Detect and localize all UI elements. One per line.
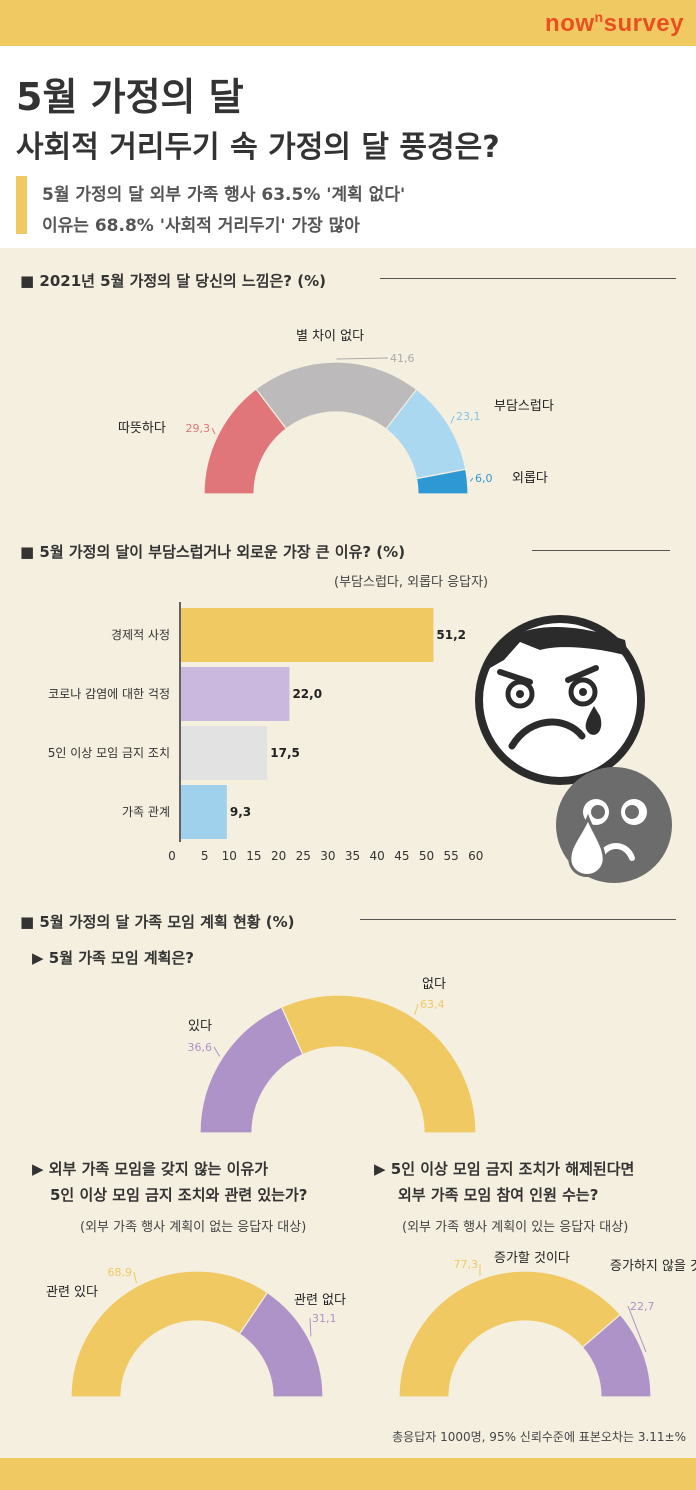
subsection-title-relation-2: 5인 이상 모임 금지 조치와 관련 있는가?: [50, 1186, 308, 1204]
subsection-title-increase-1: ▶ 5인 이상 모임 금지 조치가 해제된다면: [374, 1160, 635, 1178]
feeling-chart-leader-line: [211, 427, 216, 435]
increase-chart-slice: [581, 1313, 652, 1398]
reason-chart-tick-label: 25: [296, 849, 311, 863]
increase-chart-slice: [398, 1270, 622, 1398]
crying-face-icon: [556, 767, 672, 883]
brand-logo: nownsurvey: [545, 9, 684, 37]
relation-chart-leader-line: [133, 1271, 137, 1284]
relation-chart-value-label: 68,9: [108, 1266, 133, 1279]
respondent-note: (부담스럽다, 외롭다 응답자): [334, 575, 489, 590]
feeling-chart-leader-line: [470, 477, 474, 482]
reason-chart-tick-label: 30: [320, 849, 335, 863]
page-subtitle: 사회적 거리두기 속 가정의 달 풍경은?: [16, 130, 500, 165]
feeling-chart-value-label: 6,0: [475, 472, 493, 485]
top-banner: nownsurvey: [0, 0, 696, 46]
reason-chart-tick-label: 35: [345, 849, 360, 863]
reason-chart-tick-label: 10: [222, 849, 237, 863]
plan-chart-category-label: 있다: [188, 1019, 212, 1034]
relation-chart-value-label: 31,1: [312, 1312, 337, 1325]
section-divider: [380, 278, 676, 279]
reason-chart-category-label: 경제적 사정: [111, 628, 170, 642]
subsection-title-increase-2: 외부 가족 모임 참여 인원 수는?: [398, 1186, 599, 1204]
feeling-chart-slice: [255, 361, 418, 430]
relation-chart-slice: [238, 1291, 324, 1398]
increase-chart-value-label: 77,3: [454, 1258, 479, 1271]
relation-chart-leader-line: [309, 1317, 312, 1337]
reason-chart-tick-label: 15: [246, 849, 261, 863]
section-title-reason: ■ 5월 가정의 달이 부담스럽거나 외로운 가장 큰 이유? (%): [20, 543, 406, 561]
summary-line-2: 이유는 68.8% '사회적 거리두기' 가장 많아: [42, 216, 360, 236]
respondent-note: (외부 가족 행사 계획이 없는 응답자 대상): [80, 1220, 307, 1235]
feeling-chart-value-label: 29,3: [186, 422, 211, 435]
reason-chart-category-label: 5인 이상 모임 금지 조치: [48, 746, 170, 760]
increase-chart-category-label: 증가할 것이다: [494, 1251, 570, 1266]
reason-chart-bar: [181, 608, 434, 662]
reason-chart-tick-label: 45: [394, 849, 409, 863]
bottom-banner: [0, 1458, 696, 1490]
section-title-feeling: ■ 2021년 5월 가정의 달 당신의 느낌은? (%): [20, 272, 326, 290]
reason-chart-tick-label: 0: [168, 849, 176, 863]
sad-face-icon: [475, 615, 645, 785]
feeling-chart-category-label: 따뜻하다: [118, 421, 166, 436]
plan-chart-leader-line: [213, 1046, 221, 1057]
survey-footnote: 총응답자 1000명, 95% 신뢰수준에 표본오차는 3.11±%: [392, 1430, 686, 1444]
increase-chart-leader-line: [627, 1305, 647, 1353]
relation-chart-slice: [70, 1270, 269, 1398]
reason-chart-category-label: 가족 관계: [122, 805, 170, 819]
increase-chart-category-label: 증가하지 않을 것이다: [610, 1259, 696, 1274]
reason-chart-tick-label: 55: [444, 849, 459, 863]
plan-chart-slice: [280, 994, 477, 1134]
plan-chart-value-label: 63,4: [420, 998, 445, 1011]
section-title-plan: ■ 5월 가정의 달 가족 모임 계획 현황 (%): [20, 913, 295, 931]
reason-chart-tick-label: 60: [468, 849, 483, 863]
header: 5월 가정의 달 사회적 거리두기 속 가정의 달 풍경은? 5월 가정의 달 …: [0, 46, 696, 248]
respondent-note: (외부 가족 행사 계획이 있는 응답자 대상): [402, 1220, 629, 1235]
plan-chart-slice: [199, 1006, 304, 1134]
section-divider: [532, 550, 670, 551]
plan-chart-leader-line: [414, 1003, 419, 1015]
feeling-chart-category-label: 외롭다: [512, 471, 548, 486]
relation-chart-category-label: 관련 있다: [46, 1285, 98, 1300]
reason-chart-value-label: 17,5: [270, 746, 300, 760]
increase-chart-value-label: 22,7: [630, 1300, 655, 1313]
reason-chart-tick-label: 50: [419, 849, 434, 863]
page-title: 5월 가정의 달: [16, 75, 244, 119]
plan-chart-value-label: 36,6: [188, 1041, 213, 1054]
feeling-chart-slice: [415, 468, 469, 495]
reason-chart-category-label: 코로나 감염에 대한 걱정: [48, 687, 170, 701]
feeling-chart-leader-line: [450, 415, 455, 424]
feeling-chart-leader-line: [336, 357, 389, 360]
subsection-title-relation-1: ▶ 외부 가족 모임을 갖지 않는 이유가: [32, 1160, 269, 1178]
reason-chart-bar: [181, 667, 290, 721]
feeling-chart-category-label: 별 차이 없다: [296, 329, 364, 344]
accent-bar: [16, 176, 27, 234]
relation-chart-category-label: 관련 없다: [294, 1293, 346, 1308]
section-divider: [360, 919, 676, 920]
reason-chart-tick-label: 40: [370, 849, 385, 863]
reason-chart-value-label: 22,0: [292, 687, 322, 701]
feeling-chart-value-label: 23,1: [456, 410, 481, 423]
reason-chart-bar: [181, 726, 268, 780]
summary-line-1: 5월 가정의 달 외부 가족 행사 63.5% '계획 없다': [42, 185, 406, 205]
feeling-chart-value-label: 41,6: [390, 352, 415, 365]
feeling-chart-category-label: 부담스럽다: [494, 399, 554, 414]
reason-chart-value-label: 51,2: [436, 628, 466, 642]
reason-chart-value-label: 9,3: [230, 805, 251, 819]
subsection-title-plan: ▶ 5월 가족 모임 계획은?: [32, 949, 194, 967]
plan-chart-category-label: 없다: [422, 977, 446, 992]
reason-chart-tick-label: 20: [271, 849, 286, 863]
reason-chart-tick-label: 5: [201, 849, 209, 863]
reason-chart-bar: [181, 785, 227, 839]
